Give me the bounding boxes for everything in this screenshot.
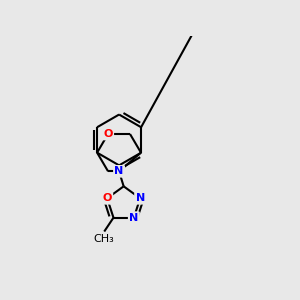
Text: CH₃: CH₃ (94, 234, 115, 244)
Text: N: N (136, 193, 145, 203)
Text: O: O (103, 193, 112, 203)
Text: O: O (103, 129, 113, 139)
Text: N: N (129, 213, 139, 223)
Text: N: N (114, 166, 124, 176)
